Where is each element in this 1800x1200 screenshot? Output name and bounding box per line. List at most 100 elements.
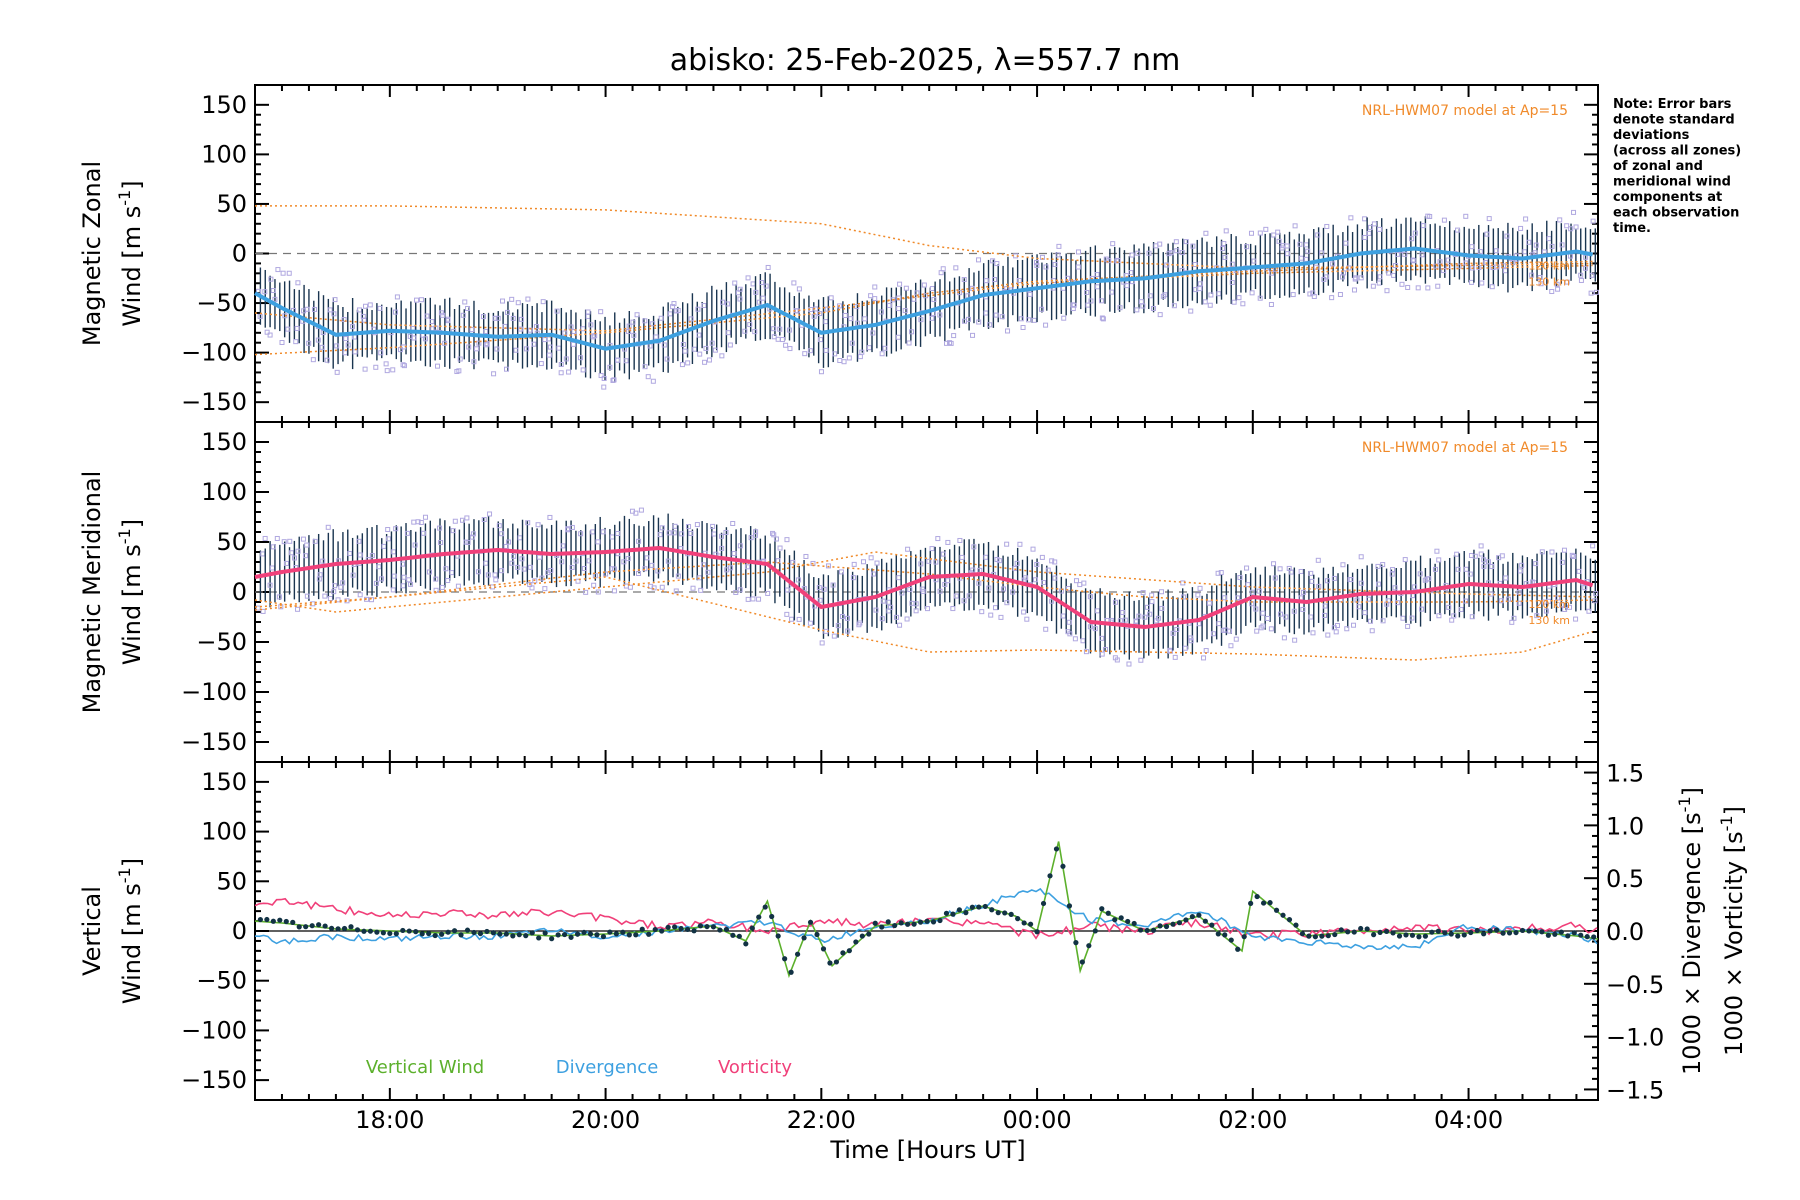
zone-sample (878, 309, 884, 315)
zone-sample (1052, 559, 1058, 565)
zone-sample (890, 297, 896, 303)
zone-sample (1010, 589, 1016, 595)
zone-sample (950, 606, 956, 612)
vertical-wind-point (1066, 903, 1073, 909)
zone-sample (966, 593, 972, 599)
zone-sample (1446, 604, 1452, 610)
zone-sample (1171, 303, 1177, 309)
zone-sample (1573, 616, 1579, 622)
zone-sample (281, 539, 287, 545)
zone-sample (1284, 243, 1290, 249)
zone-sample (976, 580, 982, 586)
zone-sample (841, 359, 847, 365)
zone-sample (1260, 610, 1266, 616)
zone-sample (378, 350, 384, 356)
zone-sample (807, 620, 813, 626)
zone-sample (1133, 619, 1139, 625)
zone-sample (1539, 549, 1545, 555)
zone-sample (1485, 559, 1491, 565)
zone-sample (784, 537, 790, 543)
vertical-wind-point (1506, 930, 1513, 936)
zone-sample (449, 570, 455, 576)
zone-sample (802, 351, 808, 357)
zone-sample (1237, 575, 1243, 581)
vertical-wind-point (1086, 943, 1092, 949)
zone-sample (872, 296, 878, 302)
zone-sample (1022, 575, 1028, 581)
zone-sample (1493, 248, 1499, 254)
zone-sample (1555, 286, 1561, 292)
zone-sample (1117, 618, 1123, 624)
vertical-wind-point (1312, 934, 1318, 940)
zone-sample (1543, 608, 1549, 614)
zone-sample (1075, 264, 1081, 270)
vertical-wind-point (1494, 927, 1500, 933)
zone-sample (1588, 290, 1594, 296)
zone-sample (531, 341, 537, 347)
zone-sample (994, 556, 1000, 562)
zone-sample (349, 324, 355, 330)
zone-sample (1251, 258, 1257, 264)
vertical-wind-point (607, 929, 613, 935)
zone-sample (961, 277, 967, 283)
vertical-wind-point (794, 951, 801, 957)
vertical-wind-point (1092, 928, 1098, 934)
vertical-wind-point (613, 931, 619, 937)
zone-sample (1455, 227, 1461, 233)
zone-sample (586, 558, 592, 564)
zone-sample (332, 297, 338, 303)
zone-sample (1183, 239, 1189, 245)
zone-sample (993, 605, 999, 611)
zone-sample (1265, 615, 1271, 621)
vertical-wind-point (1222, 932, 1228, 938)
zone-sample (634, 312, 640, 318)
vertical-wind-point (516, 932, 522, 938)
zone-sample (1329, 295, 1335, 301)
zone-sample (1559, 242, 1565, 248)
zone-sample (1231, 299, 1237, 305)
zone-sample (745, 596, 751, 602)
zone-sample (1244, 244, 1250, 250)
vertical-wind-point (892, 922, 898, 929)
zone-sample (282, 313, 288, 319)
zone-sample (945, 539, 951, 545)
zone-sample (855, 320, 861, 326)
zone-sample (756, 596, 762, 602)
zone-sample (899, 590, 905, 596)
vertical-wind-point (827, 960, 833, 966)
zone-sample (926, 558, 932, 564)
model-km-label: 130 km (1528, 276, 1570, 289)
zone-sample (832, 351, 838, 357)
zone-sample (325, 524, 331, 530)
zone-sample (1362, 216, 1368, 222)
zone-sample (1449, 617, 1455, 623)
vertical-wind-point (1319, 933, 1325, 939)
zone-sample (583, 589, 589, 595)
zone-sample (1256, 588, 1262, 594)
zone-sample (457, 356, 463, 362)
zone-sample (1370, 283, 1376, 289)
zone-sample (1324, 274, 1330, 280)
vertical-wind-point (1073, 940, 1079, 946)
zone-sample (1351, 622, 1357, 628)
zone-sample (621, 559, 627, 565)
zone-sample (1337, 291, 1343, 297)
zone-sample (1309, 578, 1315, 584)
zone-sample (970, 332, 976, 338)
vertical-wind-point (1519, 927, 1526, 934)
y2-tick-label: 1.0 (1606, 812, 1644, 840)
zone-sample (1369, 628, 1375, 634)
zone-sample (633, 510, 639, 516)
zone-sample (1303, 242, 1309, 248)
zone-sample (1290, 292, 1296, 298)
zone-sample (538, 361, 544, 367)
zone-sample (1592, 598, 1598, 604)
zone-sample (857, 354, 863, 360)
zone-sample (575, 578, 581, 584)
wind-line (254, 246, 1593, 351)
zone-sample (626, 323, 632, 329)
zone-sample (1380, 562, 1386, 568)
zone-sample (418, 520, 424, 526)
zone-sample (1469, 614, 1475, 620)
zone-sample (292, 555, 298, 561)
